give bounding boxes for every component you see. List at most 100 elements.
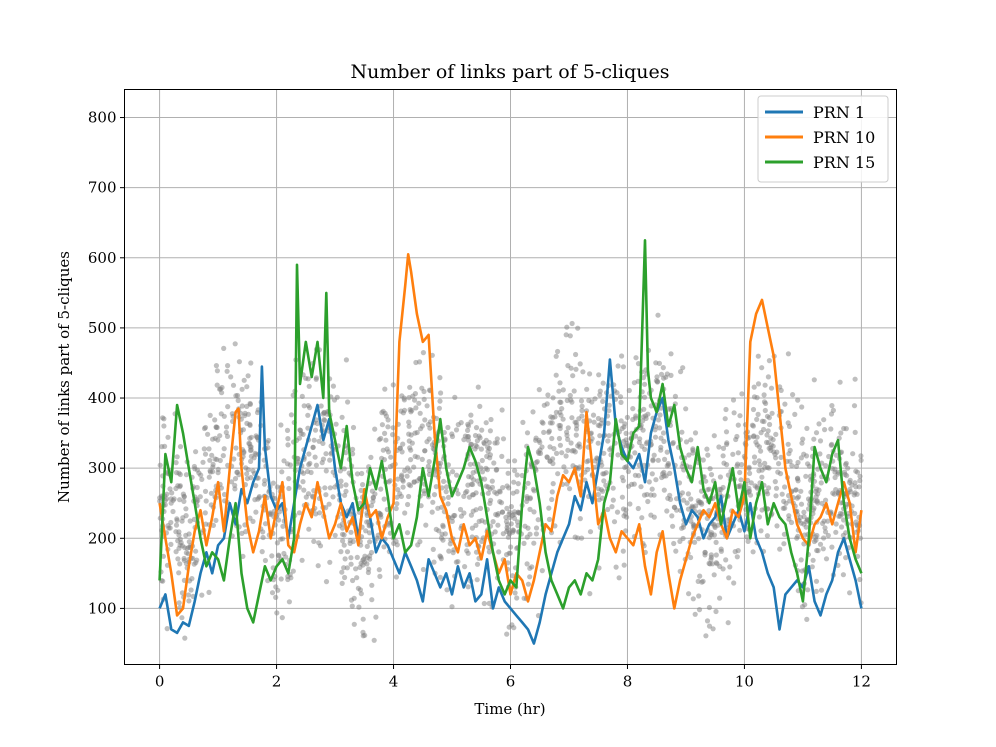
scatter-point: [399, 472, 405, 478]
scatter-point: [212, 435, 218, 441]
scatter-point: [696, 593, 702, 599]
scatter-point: [382, 430, 388, 436]
scatter-point: [410, 393, 416, 399]
scatter-point: [857, 576, 863, 583]
scatter-point: [822, 525, 828, 531]
scatter-point: [711, 572, 717, 578]
scatter-point: [567, 486, 573, 492]
scatter-point: [755, 353, 761, 359]
scatter-point: [269, 553, 275, 559]
x-tick-label: 0: [155, 673, 165, 691]
scatter-point: [174, 454, 180, 460]
scatter-point: [228, 374, 234, 380]
scatter-point: [553, 353, 559, 359]
scatter-point: [786, 451, 792, 457]
scatter-point: [342, 574, 348, 581]
scatter-point: [342, 492, 348, 498]
scatter-point: [704, 618, 711, 624]
scatter-point: [338, 478, 344, 484]
scatter-point: [311, 437, 317, 443]
scatter-point: [627, 501, 633, 507]
scatter-point: [587, 591, 593, 597]
scatter-point: [243, 529, 249, 535]
scatter-point: [705, 487, 711, 493]
scatter-point: [496, 549, 502, 555]
scatter-point: [661, 438, 667, 444]
scatter-point: [202, 488, 209, 494]
scatter-point: [510, 490, 516, 496]
scatter-point: [737, 482, 743, 489]
scatter-point: [270, 480, 276, 486]
scatter-point: [401, 395, 407, 401]
scatter-point: [560, 387, 566, 393]
scatter-point: [173, 460, 179, 466]
scatter-point: [429, 509, 435, 515]
scatter-point: [372, 426, 378, 432]
scatter-point: [455, 422, 461, 428]
scatter-point: [193, 548, 199, 554]
scatter-point: [768, 435, 774, 441]
scatter-point: [296, 510, 302, 516]
scatter-point: [262, 477, 268, 484]
scatter-point: [563, 332, 569, 338]
scatter-point: [564, 324, 570, 330]
scatter-point: [781, 531, 788, 537]
scatter-point: [416, 400, 422, 406]
scatter-point: [610, 497, 616, 503]
scatter-point: [275, 587, 281, 593]
scatter-point: [239, 403, 245, 409]
scatter-point: [524, 495, 530, 501]
scatter-point: [777, 546, 783, 552]
scatter-point: [479, 427, 485, 433]
scatter-point: [793, 487, 799, 493]
scatter-point: [173, 470, 180, 476]
scatter-point: [206, 474, 212, 480]
scatter-point: [173, 522, 180, 528]
scatter-point: [420, 566, 426, 573]
scatter-point: [847, 590, 853, 596]
scatter-point: [746, 465, 752, 472]
scatter-point: [323, 492, 329, 498]
scatter-point: [613, 564, 619, 570]
scatter-point: [248, 434, 254, 440]
scatter-point: [642, 381, 648, 387]
scatter-point: [273, 594, 279, 601]
scatter-point: [181, 498, 187, 504]
scatter-point: [723, 429, 730, 435]
scatter-point: [657, 425, 663, 431]
scatter-point: [804, 616, 810, 623]
scatter-point: [474, 561, 481, 567]
scatter-point: [197, 494, 203, 500]
scatter-point: [371, 637, 377, 643]
scatter-point: [644, 491, 650, 498]
scatter-point: [854, 469, 861, 475]
scatter-point: [362, 553, 368, 559]
scatter-point: [436, 405, 442, 411]
scatter-point: [499, 509, 505, 515]
scatter-point: [203, 521, 209, 527]
scatter-point: [160, 553, 166, 559]
scatter-point: [640, 427, 646, 433]
scatter-point: [731, 580, 737, 586]
scatter-point: [470, 470, 476, 476]
scatter-point: [176, 600, 182, 606]
scatter-point: [620, 478, 626, 484]
scatter-point: [841, 425, 847, 432]
scatter-point: [168, 519, 174, 526]
scatter-point: [565, 436, 571, 442]
scatter-point: [751, 394, 758, 400]
scatter-point: [417, 410, 423, 416]
scatter-point: [173, 485, 179, 492]
scatter-point: [762, 382, 768, 388]
scatter-point: [730, 397, 737, 403]
scatter-point: [366, 566, 372, 572]
scatter-point: [813, 430, 820, 436]
scatter-point: [473, 522, 479, 529]
scatter-point: [810, 507, 816, 513]
scatter-point: [413, 359, 419, 366]
scatter-point: [322, 485, 328, 491]
scatter-point: [833, 452, 840, 458]
scatter-point: [646, 479, 652, 485]
scatter-point: [498, 500, 505, 506]
scatter-point: [835, 471, 841, 477]
